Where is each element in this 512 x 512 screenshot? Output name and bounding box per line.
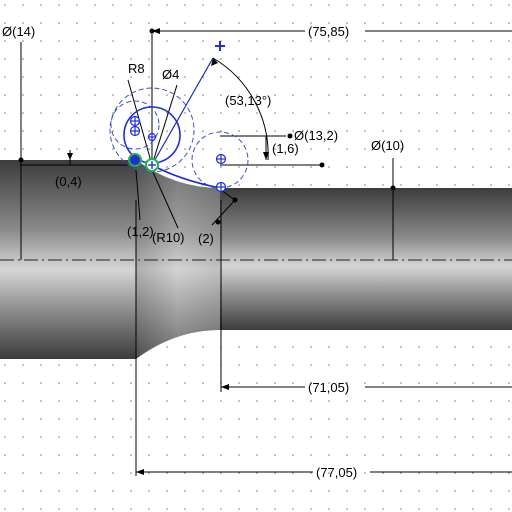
dim-71-05[interactable]: (71,05)	[308, 380, 349, 395]
dim-77-05[interactable]: (77,05)	[316, 465, 357, 480]
dimension-endpoints	[18, 28, 396, 225]
dim-75-85[interactable]: (75,85)	[308, 24, 349, 39]
sketch-point-icon[interactable]	[129, 115, 141, 127]
dimension-arrows	[67, 28, 269, 475]
shaft-small-section	[220, 188, 512, 330]
dim-r8[interactable]: R8	[128, 61, 145, 76]
construction-line-1	[151, 57, 214, 166]
plus-marker-icon	[215, 41, 225, 51]
dim-dia-10[interactable]: Ø(10)	[371, 138, 404, 153]
dimension-labels: Ø(14) (75,85) R8 Ø4 (53,13°) Ø(13,2) (1,…	[2, 24, 404, 480]
dim-dia-4[interactable]: Ø4	[162, 67, 179, 82]
dim-2[interactable]: (2)	[198, 231, 214, 246]
sketch-point-icon[interactable]	[129, 125, 141, 137]
dim-1-2[interactable]: (1,2)	[127, 224, 154, 239]
dim-1-6[interactable]: (1,6)	[272, 141, 299, 156]
dim-angle[interactable]: (53,13°)	[225, 93, 271, 108]
dim-r10[interactable]: (R10)	[152, 230, 185, 245]
sketch-point-icon[interactable]	[215, 153, 227, 165]
dim-0-4[interactable]: (0,4)	[55, 174, 82, 189]
dim-dia-14[interactable]: Ø(14)	[2, 24, 35, 39]
dim-dia-13-2[interactable]: Ø(13,2)	[294, 128, 338, 143]
sketch-point-icon[interactable]	[147, 132, 157, 142]
coincident-icon[interactable]	[128, 153, 159, 172]
sketch-points[interactable]	[129, 115, 227, 193]
sketch-point-icon[interactable]	[215, 181, 227, 193]
